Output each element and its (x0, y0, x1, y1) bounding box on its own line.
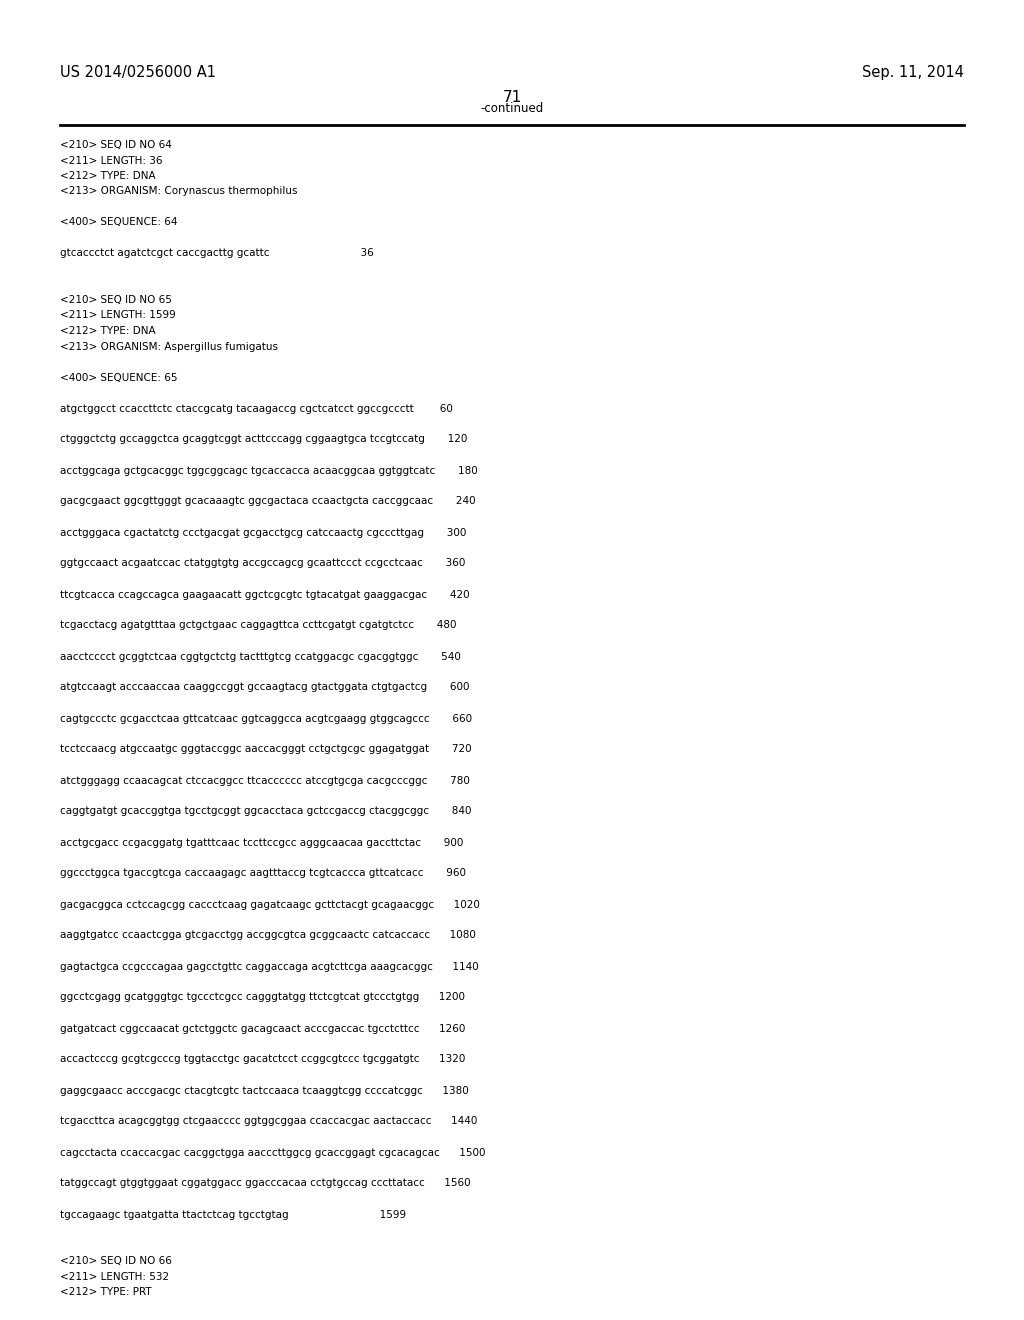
Text: cagtgccctc gcgacctcaa gttcatcaac ggtcaggcca acgtcgaagg gtggcagccc       660: cagtgccctc gcgacctcaa gttcatcaac ggtcagg… (60, 714, 472, 723)
Text: atgctggcct ccaccttctc ctaccgcatg tacaagaccg cgctcatcct ggccgccctt        60: atgctggcct ccaccttctc ctaccgcatg tacaaga… (60, 404, 453, 413)
Text: ttcgtcacca ccagccagca gaagaacatt ggctcgcgtc tgtacatgat gaaggacgac       420: ttcgtcacca ccagccagca gaagaacatt ggctcgc… (60, 590, 470, 599)
Text: <400> SEQUENCE: 64: <400> SEQUENCE: 64 (60, 218, 177, 227)
Text: acctgcgacc ccgacggatg tgatttcaac tccttccgcc agggcaacaa gaccttctac       900: acctgcgacc ccgacggatg tgatttcaac tccttcc… (60, 837, 464, 847)
Text: <210> SEQ ID NO 65: <210> SEQ ID NO 65 (60, 294, 172, 305)
Text: <212> TYPE: DNA: <212> TYPE: DNA (60, 326, 156, 337)
Text: <400> SEQUENCE: 65: <400> SEQUENCE: 65 (60, 372, 177, 383)
Text: acctgggaca cgactatctg ccctgacgat gcgacctgcg catccaactg cgcccttgag       300: acctgggaca cgactatctg ccctgacgat gcgacct… (60, 528, 466, 537)
Text: accactcccg gcgtcgcccg tggtacctgc gacatctcct ccggcgtccc tgcggatgtc      1320: accactcccg gcgtcgcccg tggtacctgc gacatct… (60, 1055, 465, 1064)
Text: gacgacggca cctccagcgg caccctcaag gagatcaagc gcttctacgt gcagaacggc      1020: gacgacggca cctccagcgg caccctcaag gagatca… (60, 899, 480, 909)
Text: tgccagaagc tgaatgatta ttactctcag tgcctgtag                            1599: tgccagaagc tgaatgatta ttactctcag tgcctgt… (60, 1209, 407, 1220)
Text: ctgggctctg gccaggctca gcaggtcggt acttcccagg cggaagtgca tccgtccatg       120: ctgggctctg gccaggctca gcaggtcggt acttccc… (60, 434, 467, 445)
Text: tcgacctacg agatgtttaa gctgctgaac caggagttca ccttcgatgt cgatgtctcc       480: tcgacctacg agatgtttaa gctgctgaac caggagt… (60, 620, 457, 631)
Text: ggccctggca tgaccgtcga caccaagagc aagtttaccg tcgtcaccca gttcatcacc       960: ggccctggca tgaccgtcga caccaagagc aagttta… (60, 869, 466, 879)
Text: aacctcccct gcggtctcaa cggtgctctg tactttgtcg ccatggacgc cgacggtggc       540: aacctcccct gcggtctcaa cggtgctctg tactttg… (60, 652, 461, 661)
Text: tcctccaacg atgccaatgc gggtaccggc aaccacgggt cctgctgcgc ggagatggat       720: tcctccaacg atgccaatgc gggtaccggc aaccacg… (60, 744, 472, 755)
Text: acctggcaga gctgcacggc tggcggcagc tgcaccacca acaacggcaa ggtggtcatc       180: acctggcaga gctgcacggc tggcggcagc tgcacca… (60, 466, 478, 475)
Text: <211> LENGTH: 532: <211> LENGTH: 532 (60, 1271, 169, 1282)
Text: <213> ORGANISM: Aspergillus fumigatus: <213> ORGANISM: Aspergillus fumigatus (60, 342, 278, 351)
Text: atgtccaagt acccaaccaa caaggccggt gccaagtacg gtactggata ctgtgactcg       600: atgtccaagt acccaaccaa caaggccggt gccaagt… (60, 682, 469, 693)
Text: <211> LENGTH: 1599: <211> LENGTH: 1599 (60, 310, 176, 321)
Text: tatggccagt gtggtggaat cggatggacc ggacccacaa cctgtgccag cccttatacc      1560: tatggccagt gtggtggaat cggatggacc ggaccca… (60, 1179, 471, 1188)
Text: US 2014/0256000 A1: US 2014/0256000 A1 (60, 65, 216, 81)
Text: 71: 71 (503, 90, 521, 106)
Text: <210> SEQ ID NO 66: <210> SEQ ID NO 66 (60, 1257, 172, 1266)
Text: gaggcgaacc acccgacgc ctacgtcgtc tactccaaca tcaaggtcgg ccccatcggc      1380: gaggcgaacc acccgacgc ctacgtcgtc tactccaa… (60, 1085, 469, 1096)
Text: caggtgatgt gcaccggtga tgcctgcggt ggcacctaca gctccgaccg ctacggcggc       840: caggtgatgt gcaccggtga tgcctgcggt ggcacct… (60, 807, 471, 817)
Text: <213> ORGANISM: Corynascus thermophilus: <213> ORGANISM: Corynascus thermophilus (60, 186, 298, 197)
Text: <210> SEQ ID NO 64: <210> SEQ ID NO 64 (60, 140, 172, 150)
Text: ggtgccaact acgaatccac ctatggtgtg accgccagcg gcaattccct ccgcctcaac       360: ggtgccaact acgaatccac ctatggtgtg accgcca… (60, 558, 465, 569)
Text: <212> TYPE: PRT: <212> TYPE: PRT (60, 1287, 152, 1298)
Text: gagtactgca ccgcccagaa gagcctgttc caggaccaga acgtcttcga aaagcacggc      1140: gagtactgca ccgcccagaa gagcctgttc caggacc… (60, 961, 479, 972)
Text: -continued: -continued (480, 102, 544, 115)
Text: aaggtgatcc ccaactcgga gtcgacctgg accggcgtca gcggcaactc catcaccacc      1080: aaggtgatcc ccaactcgga gtcgacctgg accggcg… (60, 931, 476, 940)
Text: ggcctcgagg gcatgggtgc tgccctcgcc cagggtatgg ttctcgtcat gtccctgtgg      1200: ggcctcgagg gcatgggtgc tgccctcgcc cagggta… (60, 993, 465, 1002)
Text: gatgatcact cggccaacat gctctggctc gacagcaact acccgaccac tgcctcttcc      1260: gatgatcact cggccaacat gctctggctc gacagca… (60, 1023, 465, 1034)
Text: <212> TYPE: DNA: <212> TYPE: DNA (60, 172, 156, 181)
Text: gtcaccctct agatctcgct caccgacttg gcattc                            36: gtcaccctct agatctcgct caccgacttg gcattc … (60, 248, 374, 259)
Text: <211> LENGTH: 36: <211> LENGTH: 36 (60, 156, 163, 165)
Text: Sep. 11, 2014: Sep. 11, 2014 (862, 65, 964, 81)
Text: tcgaccttca acagcggtgg ctcgaacccc ggtggcggaa ccaccacgac aactaccacc      1440: tcgaccttca acagcggtgg ctcgaacccc ggtggcg… (60, 1117, 477, 1126)
Text: gacgcgaact ggcgttgggt gcacaaagtc ggcgactaca ccaactgcta caccggcaac       240: gacgcgaact ggcgttgggt gcacaaagtc ggcgact… (60, 496, 475, 507)
Text: atctgggagg ccaacagcat ctccacggcc ttcacccccc atccgtgcga cacgcccggc       780: atctgggagg ccaacagcat ctccacggcc ttcaccc… (60, 776, 470, 785)
Text: cagcctacta ccaccacgac cacggctgga aacccttggcg gcaccggagt cgcacagcac      1500: cagcctacta ccaccacgac cacggctgga aaccctt… (60, 1147, 485, 1158)
